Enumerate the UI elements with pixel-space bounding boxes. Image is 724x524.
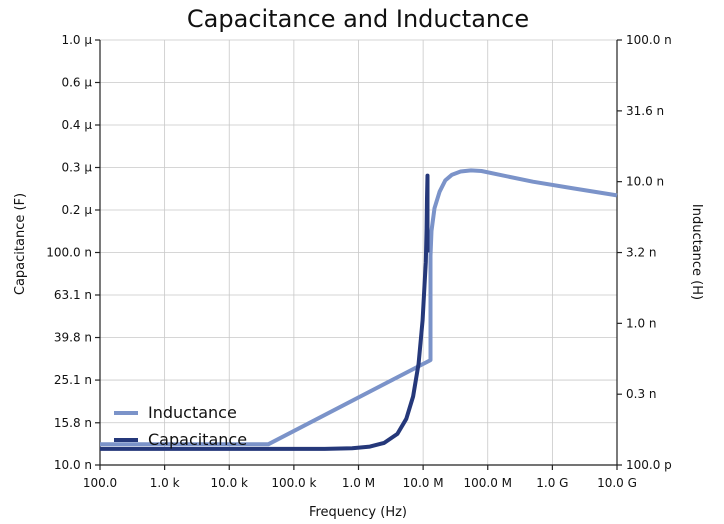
x-tick-label: 10.0 G: [597, 476, 637, 490]
left-y-tick-label: 0.4 µ: [61, 118, 92, 132]
left-y-axis-title: Capacitance (F): [13, 193, 28, 295]
left-y-tick-label: 0.6 µ: [61, 75, 92, 89]
chart-title: Capacitance and Inductance: [187, 5, 529, 33]
left-y-tick-label: 0.3 µ: [61, 160, 92, 174]
left-y-tick-label: 10.0 n: [54, 458, 92, 472]
right-y-tick-label: 0.3 n: [626, 387, 657, 401]
right-y-tick-label: 100.0 n: [626, 33, 672, 47]
x-axis-title: Frequency (Hz): [309, 505, 407, 520]
left-y-tick-label: 63.1 n: [54, 288, 92, 302]
left-y-tick-label: 25.1 n: [54, 373, 92, 387]
legend-label-inductance: Inductance: [148, 403, 237, 422]
series-line-capacitance: [100, 173, 430, 451]
right-y-axis-title: Inductance (H): [689, 204, 704, 300]
left-y-tick-label: 1.0 µ: [61, 33, 92, 47]
left-y-axis-ticks: 10.0 n 15.8 n 25.1 n 39.8 n 63.1 n 100.0 n 0.2…: [46, 33, 100, 472]
right-y-tick-label: 100.0 p: [626, 458, 672, 472]
left-y-tick-label: 100.0 n: [46, 246, 92, 260]
x-tick-label: 100.0 M: [463, 476, 512, 490]
x-axis-ticks: 100.0 1.0 k 10.0 k 100.0 k 1.0 M 10.0 M 100.0 …: [83, 465, 637, 490]
legend: Inductance Capacitance: [114, 403, 247, 449]
x-tick-label: 10.0 k: [211, 476, 249, 490]
left-y-tick-label: 15.8 n: [54, 416, 92, 430]
x-tick-label: 1.0 G: [536, 476, 568, 490]
right-y-tick-label: 31.6 n: [626, 104, 664, 118]
x-tick-label: 100.0 k: [271, 476, 316, 490]
series-line-inductance: [100, 168, 618, 447]
right-y-tick-label: 3.2 n: [626, 246, 657, 260]
left-y-tick-label: 39.8 n: [54, 331, 92, 345]
x-tick-label: 1.0 M: [342, 476, 375, 490]
x-tick-label: 1.0 k: [150, 476, 180, 490]
x-tick-label: 100.0: [83, 476, 117, 490]
right-y-tick-label: 10.0 n: [626, 175, 664, 189]
x-tick-label: 10.0 M: [403, 476, 444, 490]
series: [100, 168, 618, 451]
grid: [99, 39, 618, 466]
right-y-tick-label: 1.0 n: [626, 316, 657, 330]
right-y-axis-ticks: 100.0 p 0.3 n 1.0 n 3.2 n 10.0 n 31.6 n 100.0 …: [617, 33, 672, 472]
legend-label-capacitance: Capacitance: [148, 430, 247, 449]
left-y-tick-label: 0.2 µ: [61, 203, 92, 217]
